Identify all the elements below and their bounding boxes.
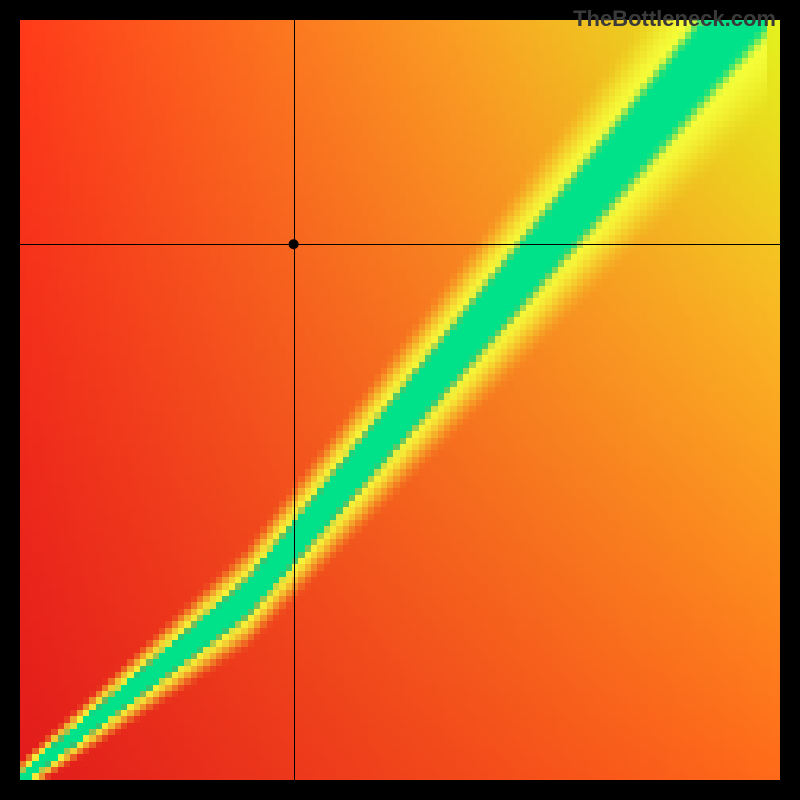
watermark-text: TheBottleneck.com	[573, 6, 776, 32]
chart-container: TheBottleneck.com	[0, 0, 800, 800]
bottleneck-heatmap	[20, 20, 780, 780]
